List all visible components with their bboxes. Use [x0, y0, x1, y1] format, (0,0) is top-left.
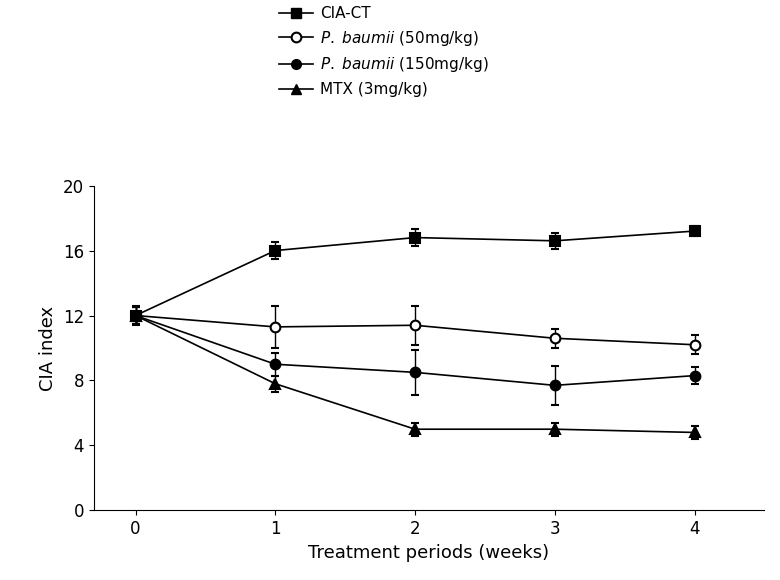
Y-axis label: CIA index: CIA index [39, 306, 57, 390]
Legend: CIA-CT, $\it{P.\ baumii}$ (50mg/kg), $\it{P.\ baumii}$ (150mg/kg), MTX (3mg/kg): CIA-CT, $\it{P.\ baumii}$ (50mg/kg), $\i… [273, 0, 495, 103]
X-axis label: Treatment periods (weeks): Treatment periods (weeks) [308, 543, 550, 561]
